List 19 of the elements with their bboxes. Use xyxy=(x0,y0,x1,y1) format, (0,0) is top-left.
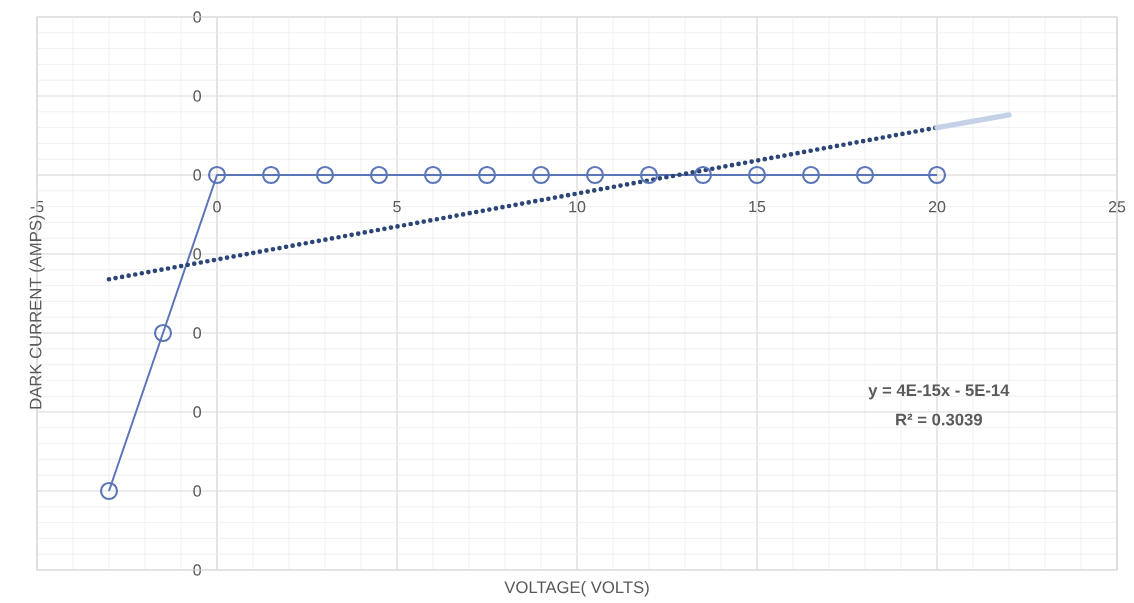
y-tick-label: 0 xyxy=(193,485,202,497)
x-tick-label: 25 xyxy=(1108,201,1126,213)
annotation: y = 4E-15x - 5E-14 xyxy=(868,384,1010,400)
y-tick-label: 0 xyxy=(193,327,202,339)
x-tick-label: 15 xyxy=(749,201,766,213)
y-tick-label: 0 xyxy=(193,169,202,181)
annotation: R² = 0.3039 xyxy=(896,413,982,426)
x-tick-label: 10 xyxy=(569,201,586,213)
x-tick-label: 20 xyxy=(928,201,946,213)
y-tick-label: 0 xyxy=(193,406,202,418)
y-tick-label: 0 xyxy=(193,564,202,576)
y-tick-label: 0 xyxy=(193,248,202,260)
x-tick-label: 5 xyxy=(393,201,401,213)
x-tick-label: -5 xyxy=(30,201,44,213)
y-tick-label: 0 xyxy=(193,11,202,23)
x-axis-title: VOLTAGE( VOLTS) xyxy=(504,580,649,597)
y-axis-title: DARK CURRENT (AMPS) xyxy=(29,215,45,409)
y-tick-label: 0 xyxy=(193,90,202,102)
x-tick-label: 0 xyxy=(213,201,221,213)
